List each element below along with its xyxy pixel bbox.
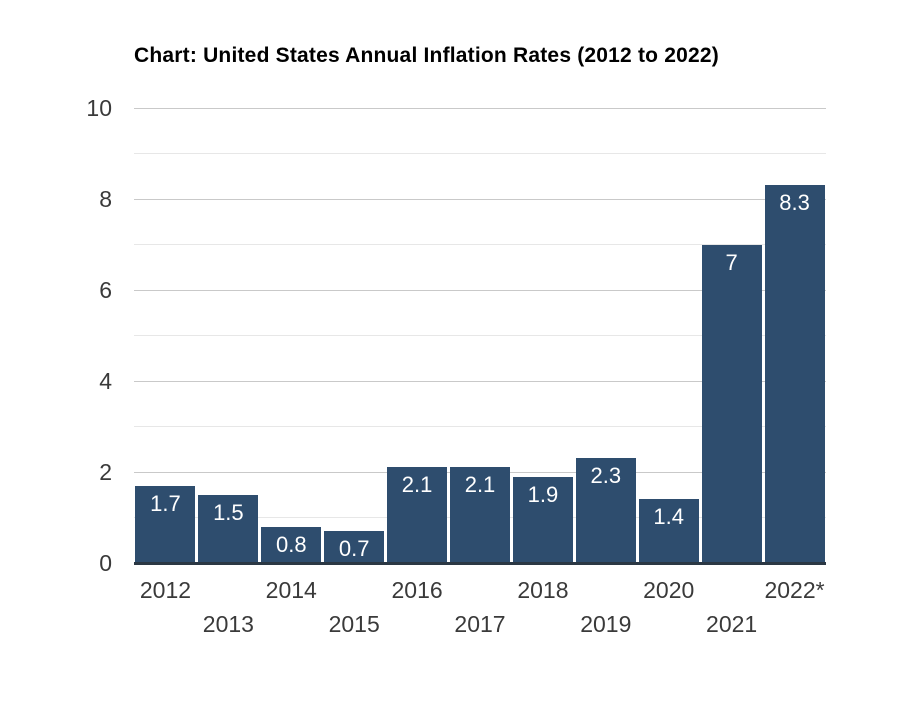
gridline-10 [134,107,826,109]
y-tick-label-2: 2 [99,459,112,485]
x-tick-label-2020: 2020 [643,577,695,603]
bar-2014: 0.8 [261,526,322,563]
x-tick-label-2021: 2021 [706,611,758,637]
bar-2022: 8.3 [764,185,825,563]
bar-2018: 1.9 [512,476,573,563]
bar-2019: 2.3 [575,458,636,563]
gridline-7 [134,244,826,245]
y-tick-label-0: 0 [99,550,112,576]
x-axis-line [134,562,826,565]
bar-value-label: 2.1 [401,472,433,498]
chart-title: Chart: United States Annual Inflation Ra… [134,44,719,67]
bar-2016: 2.1 [387,467,448,563]
x-tick-label-2015: 2015 [328,611,380,637]
bar-2021: 7 [701,244,762,563]
bar-2017: 2.1 [450,467,510,563]
gridline-6 [134,289,826,291]
y-tick-label-8: 8 [99,186,112,212]
bar-value-label: 8.3 [779,190,810,216]
x-tick-label-2019: 2019 [580,611,632,637]
gridline-9 [134,153,826,154]
bar-value-label: 1.7 [150,490,181,516]
gridline-8 [134,198,826,200]
x-tick-label-2022: 2022* [764,577,825,603]
bar-2020: 1.4 [638,499,699,563]
y-tick-label-4: 4 [99,368,112,394]
y-tick-label-10: 10 [86,95,112,121]
gridline-3 [134,426,826,427]
x-tick-label-2018: 2018 [517,577,569,603]
bar-value-label: 1.9 [527,481,559,507]
bar-value-label: 0.8 [275,531,307,557]
x-tick-label-2017: 2017 [454,611,506,637]
gridline-5 [134,335,826,336]
bar-value-label: 1.5 [213,499,244,525]
x-tick-label-2012: 2012 [139,577,192,603]
bar-value-label: 1.4 [653,504,685,530]
x-tick-label-2014: 2014 [265,577,317,603]
plot-area: 1.7 1.5 0.8 0.7 2.1 2.1 1.9 2.3 1.4 7 8.3 [134,107,826,563]
bar-value-label: 7 [725,249,738,275]
gridline-4 [134,380,826,382]
y-tick-label-6: 6 [99,277,112,303]
bar-value-label: 2.3 [590,463,622,489]
bar-2013: 1.5 [198,494,259,563]
bar-value-label: 0.7 [338,536,370,562]
bar-2015: 0.7 [324,531,385,563]
bar-2012: 1.7 [135,485,196,563]
bar-value-label: 2.1 [464,472,496,498]
x-tick-label-2016: 2016 [391,577,443,603]
x-tick-label-2013: 2013 [202,611,254,637]
